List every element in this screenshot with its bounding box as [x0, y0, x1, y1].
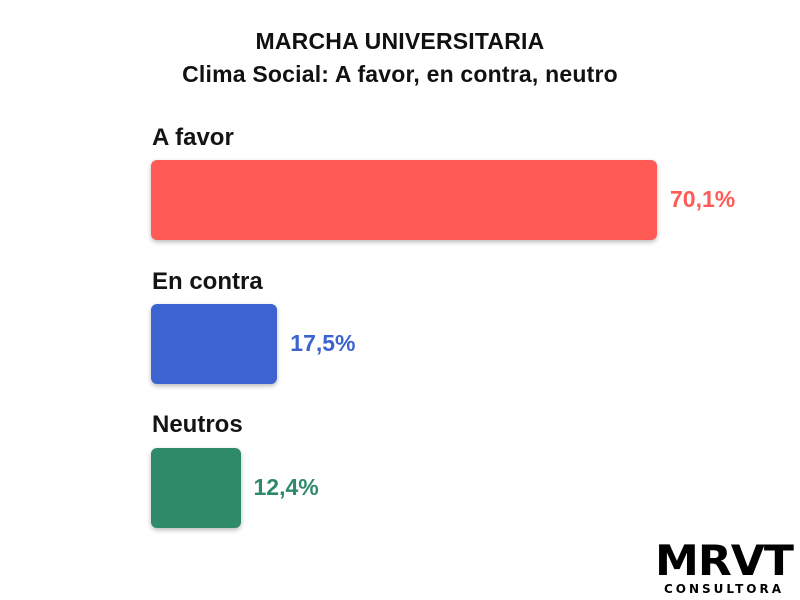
chart-subtitle: Clima Social: A favor, en contra, neutro	[182, 61, 618, 87]
logo-sub-text: CONSULTORA	[663, 582, 784, 596]
category-label: En contra	[152, 268, 263, 295]
bar	[151, 448, 241, 528]
category-label: Neutros	[152, 411, 243, 438]
value-label: 12,4%	[253, 474, 319, 500]
bar	[151, 304, 278, 384]
logo-main-text: MRVT	[655, 536, 794, 585]
bar	[151, 160, 657, 240]
mrvt-logo: MRVT CONSULTORA	[654, 540, 794, 598]
value-label: 70,1%	[670, 186, 736, 212]
value-label: 17,5%	[290, 330, 356, 356]
category-label: A favor	[152, 124, 234, 151]
chart-title: MARCHA UNIVERSITARIA	[255, 28, 545, 54]
